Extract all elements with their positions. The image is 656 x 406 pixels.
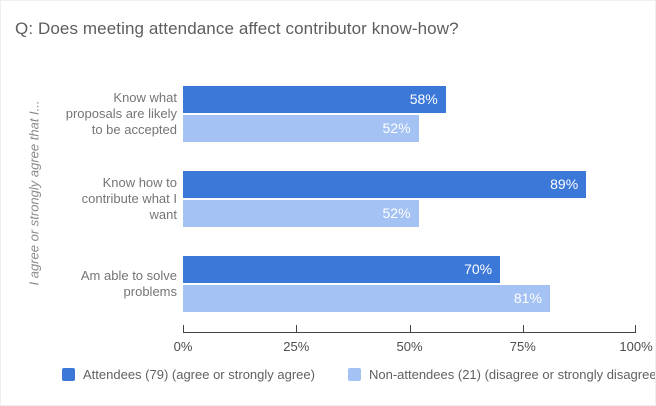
- bar-value-label: 89%: [550, 176, 579, 192]
- bar-value-label: 81%: [513, 290, 542, 306]
- bar-value-label: 52%: [382, 205, 411, 221]
- legend-entry-1: Non-attendees (21) (disagree or strongly…: [347, 367, 656, 382]
- bar-series-0-cat-1: 89%: [183, 171, 587, 198]
- bar-value-label: 58%: [409, 91, 438, 107]
- category-label-1: Know how to contribute what I want: [81, 175, 177, 222]
- legend-swatch-icon: [62, 368, 75, 381]
- bar-series-1-cat-1: 52%: [183, 200, 419, 227]
- x-axis-tick-label: 25%: [283, 339, 310, 354]
- x-axis-tick: [296, 325, 298, 332]
- legend-label: Attendees (79) (agree or strongly agree): [83, 367, 315, 382]
- category-label-2: Am able to solve problems: [80, 268, 177, 299]
- x-axis-tick: [635, 325, 636, 332]
- category-label-0: Know what proposals are likely to be acc…: [65, 90, 177, 137]
- plot-area: 58% 52% 89% 52% 70% 81% 0% 25% 50% 75% 100%: [174, 1, 653, 405]
- chart-title: Q: Does meeting attendance affect contri…: [15, 19, 459, 38]
- bar-value-label: 52%: [382, 120, 411, 136]
- bar-series-1-cat-0: 52%: [183, 115, 419, 142]
- x-axis-tick-label: 50%: [396, 339, 423, 354]
- legend-label: Non-attendees (21) (disagree or strongly…: [368, 367, 656, 382]
- x-axis-tick-label: 100%: [619, 339, 653, 354]
- bar-series-0-cat-2: 70%: [183, 256, 501, 283]
- bar-series-0-cat-0: 58%: [183, 86, 446, 113]
- x-axis-tick: [409, 325, 411, 332]
- y-axis-title: I agree or strongly agree that I...: [26, 100, 42, 286]
- legend-entry-0: Attendees (79) (agree or strongly agree): [62, 367, 315, 382]
- x-axis-tick: [183, 325, 184, 332]
- x-axis-line: [183, 332, 636, 333]
- bar-series-1-cat-2: 81%: [183, 285, 550, 312]
- x-axis-tick-label: 75%: [509, 339, 536, 354]
- x-axis-tick-label: 0%: [173, 339, 193, 354]
- legend-swatch-icon: [347, 368, 361, 381]
- x-axis-tick: [522, 325, 524, 332]
- bar-value-label: 70%: [464, 261, 493, 277]
- legend: Attendees (79) (agree or strongly agree)…: [62, 367, 656, 382]
